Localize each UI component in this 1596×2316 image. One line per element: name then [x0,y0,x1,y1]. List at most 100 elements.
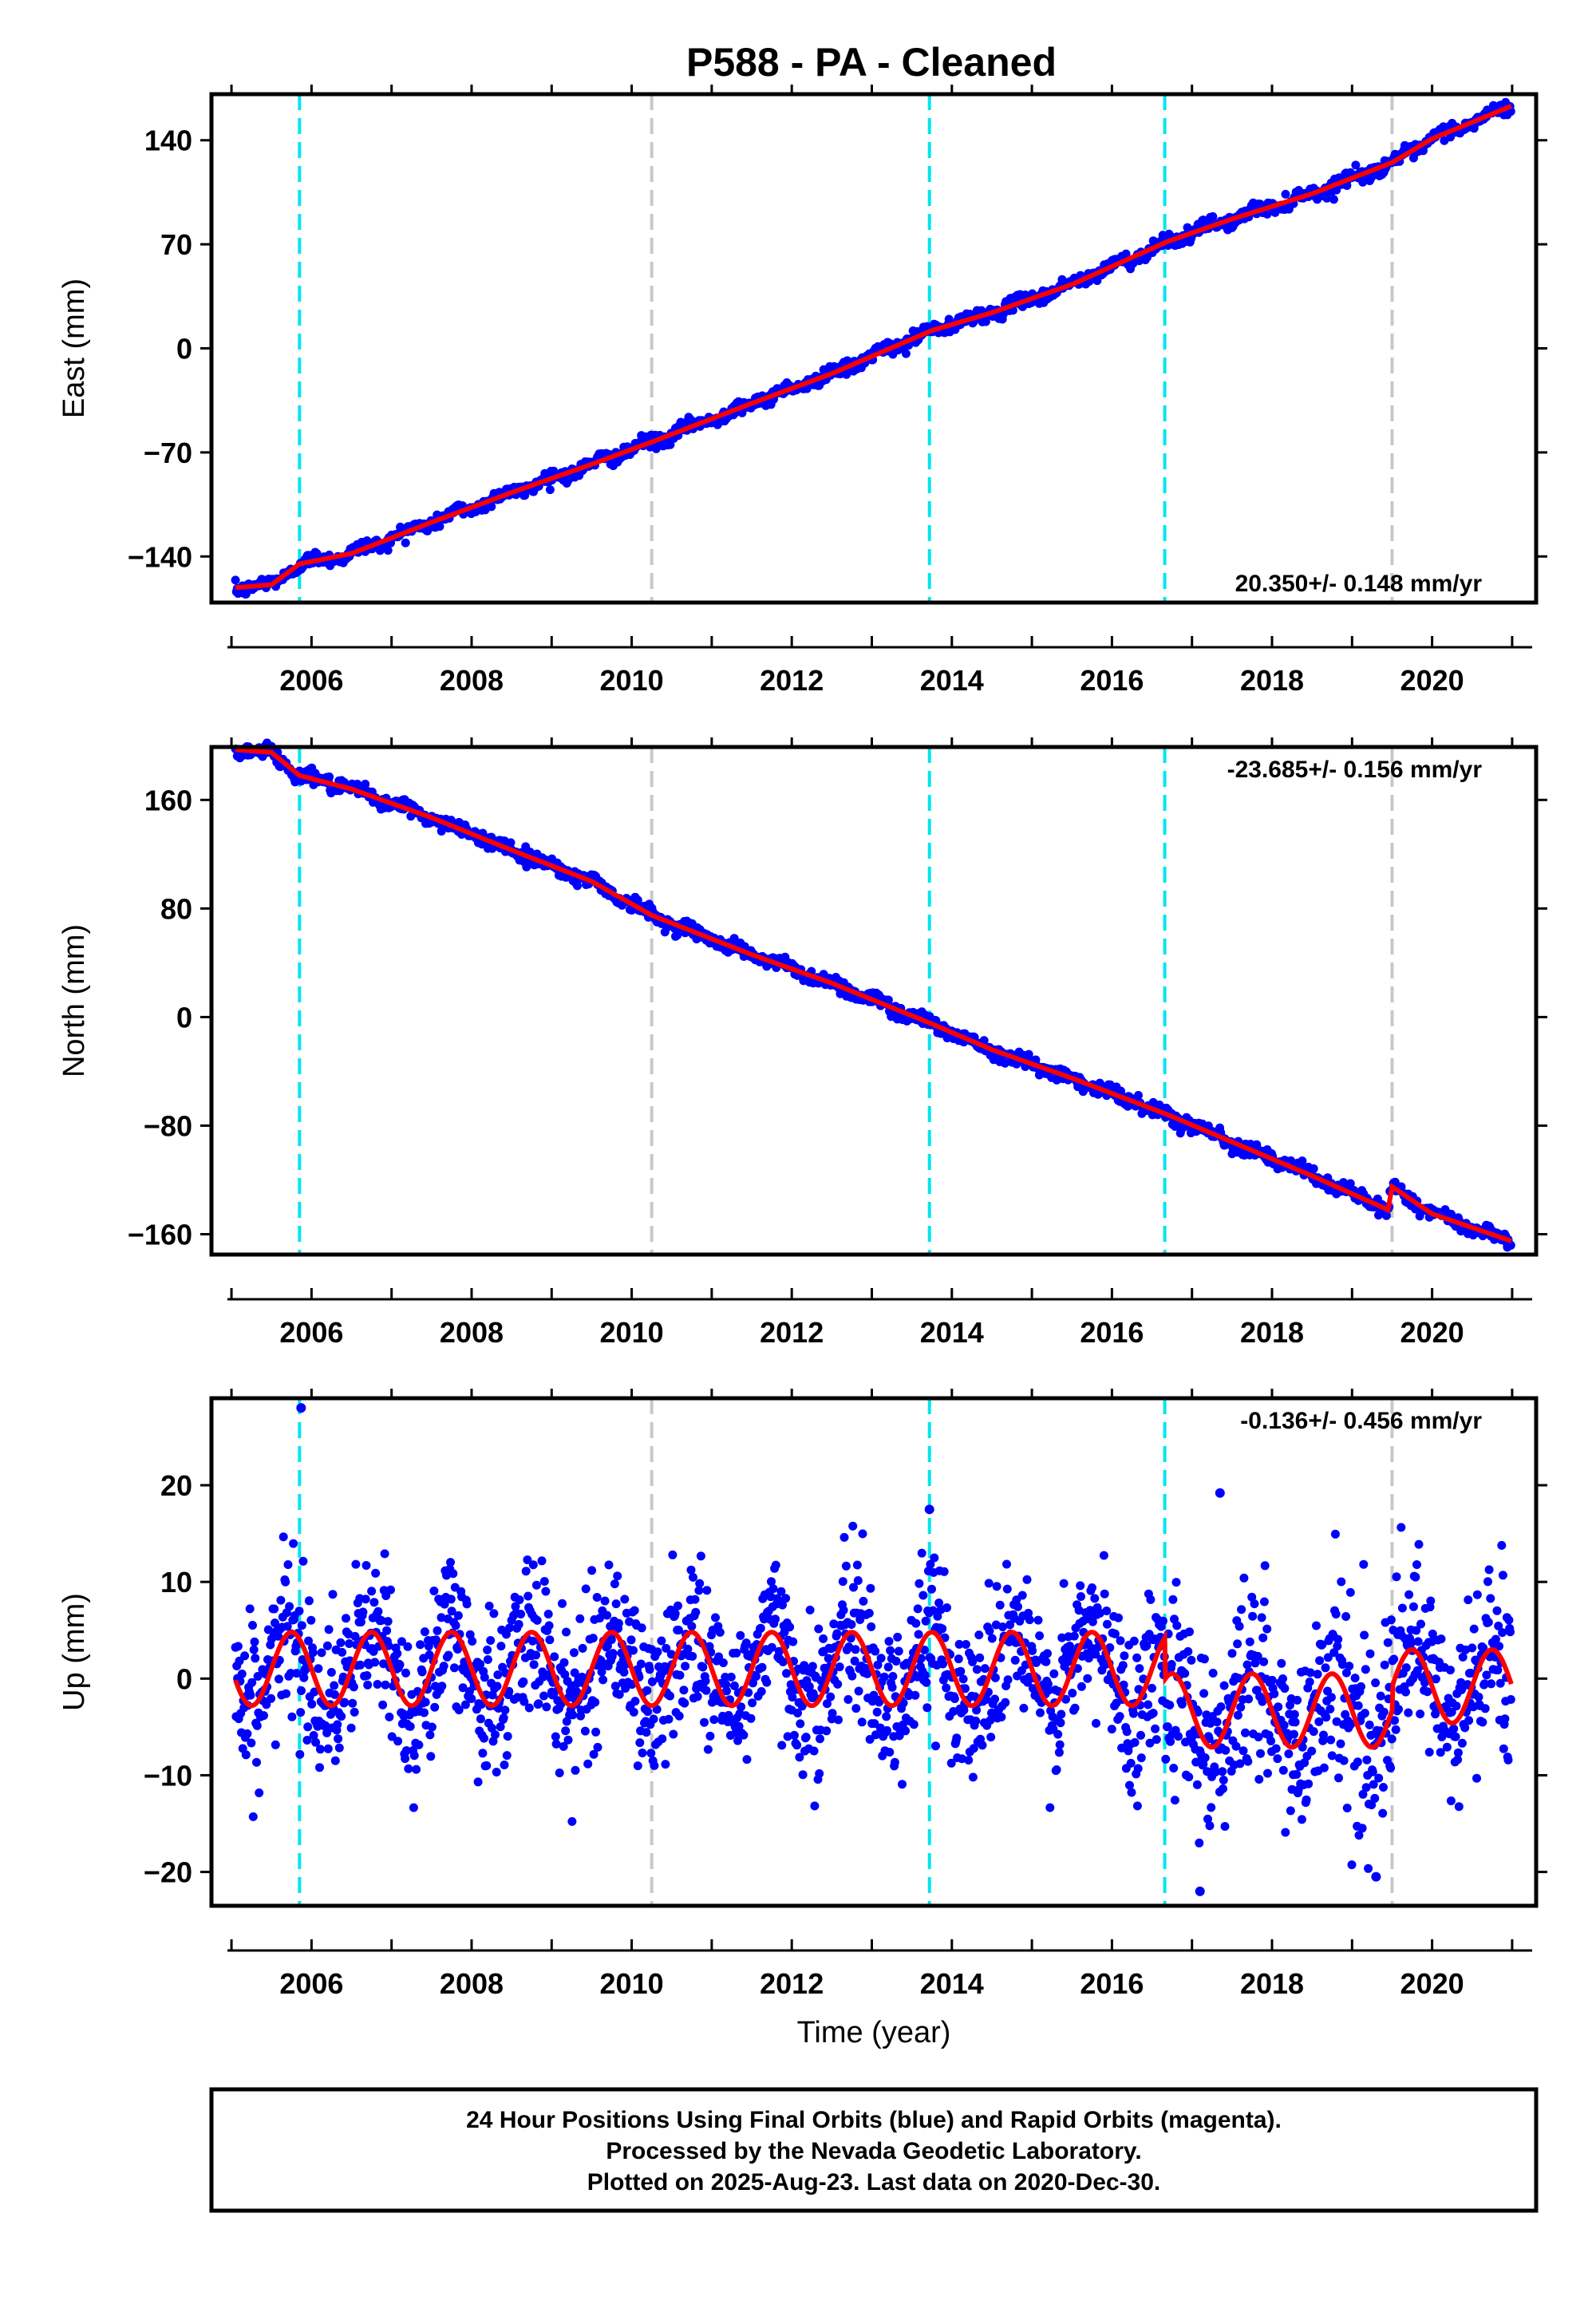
data-point [828,1709,837,1718]
data-point [380,1549,389,1559]
data-point [249,1645,259,1654]
data-point [695,1579,705,1588]
data-point [1167,1660,1176,1669]
data-point [346,1723,356,1733]
data-point [323,1744,333,1753]
data-point [404,1764,413,1773]
data-point [1464,1595,1473,1605]
data-point [1236,1702,1246,1712]
data-point [426,1752,436,1761]
data-point [519,1677,528,1686]
y-axis-label: East (mm) [57,279,91,418]
data-point [1107,1725,1116,1734]
x-tick-label: 2014 [920,664,984,697]
data-point [675,1670,685,1680]
data-point [1333,1634,1343,1644]
data-point [1017,1591,1027,1600]
data-point [1216,1702,1226,1712]
data-point [630,1606,639,1615]
data-point [1499,1744,1508,1753]
data-point [852,1560,862,1570]
data-point [1302,1795,1311,1804]
data-point [1207,1803,1216,1812]
data-point [1036,1708,1045,1717]
data-point [1357,1824,1367,1833]
data-point [798,1770,808,1780]
data-point [592,1593,602,1602]
data-point [539,1577,549,1586]
data-point [531,1580,541,1590]
data-point [871,1646,880,1656]
data-point [1469,1624,1479,1634]
data-point [462,1599,472,1609]
data-point [1474,1692,1483,1701]
data-point [1133,1764,1143,1773]
data-point [1362,1755,1372,1765]
data-point [1120,1651,1129,1661]
data-point [1083,1674,1092,1683]
data-point [451,1621,460,1630]
data-point [1013,1602,1022,1611]
data-point [551,1732,560,1741]
data-point [334,1734,343,1744]
data-point [1256,1749,1265,1758]
data-point [1183,1646,1193,1656]
data-point [938,1659,947,1669]
data-point [715,1627,725,1637]
x-tick-label: 2012 [760,664,824,697]
data-point [1413,1637,1423,1646]
data-point [1248,1611,1258,1621]
data-point [561,1726,571,1736]
data-point [591,1697,600,1707]
data-point [913,1604,922,1614]
data-point [1219,1784,1227,1793]
data-point [637,1623,646,1633]
data-point [1290,1709,1299,1719]
data-point [891,1657,901,1666]
data-point [938,1624,947,1634]
data-point [884,1637,894,1646]
y-tick-label: −160 [128,1218,192,1251]
data-point [814,1624,824,1634]
data-point [285,1602,294,1611]
data-point [702,1586,712,1595]
data-point [1315,1656,1325,1666]
data-point [569,1648,579,1658]
data-point [386,1585,395,1595]
data-point [1378,1808,1388,1818]
data-point [571,1765,580,1775]
data-point [1045,1803,1055,1812]
x-tick-label: 2006 [279,664,343,697]
data-point [661,1760,670,1769]
data-point [270,1604,279,1614]
data-point [559,1658,569,1667]
data-point [231,575,240,585]
data-point [808,1662,817,1671]
data-point [1208,1669,1218,1678]
data-point [709,1715,719,1725]
data-point [851,1704,861,1713]
data-point [1025,1615,1034,1625]
data-point [834,1715,843,1725]
data-point [1293,1695,1302,1705]
data-point [243,1729,252,1738]
data-point [591,1727,601,1737]
data-point [322,1641,332,1650]
data-point [1281,1828,1290,1837]
data-point [370,1658,380,1667]
data-point [588,1634,598,1643]
data-point [1102,1607,1112,1615]
data-point [626,1635,636,1645]
data-point [1033,1615,1043,1625]
data-point [819,1634,828,1643]
data-point [1129,1709,1138,1718]
y-tick-label: 80 [160,892,192,925]
data-point [987,1634,997,1643]
data-point [437,1682,447,1691]
data-point [446,1558,455,1567]
data-point [700,1717,709,1727]
data-point [911,1618,921,1628]
data-point [297,1621,306,1630]
data-point [1391,1725,1400,1734]
